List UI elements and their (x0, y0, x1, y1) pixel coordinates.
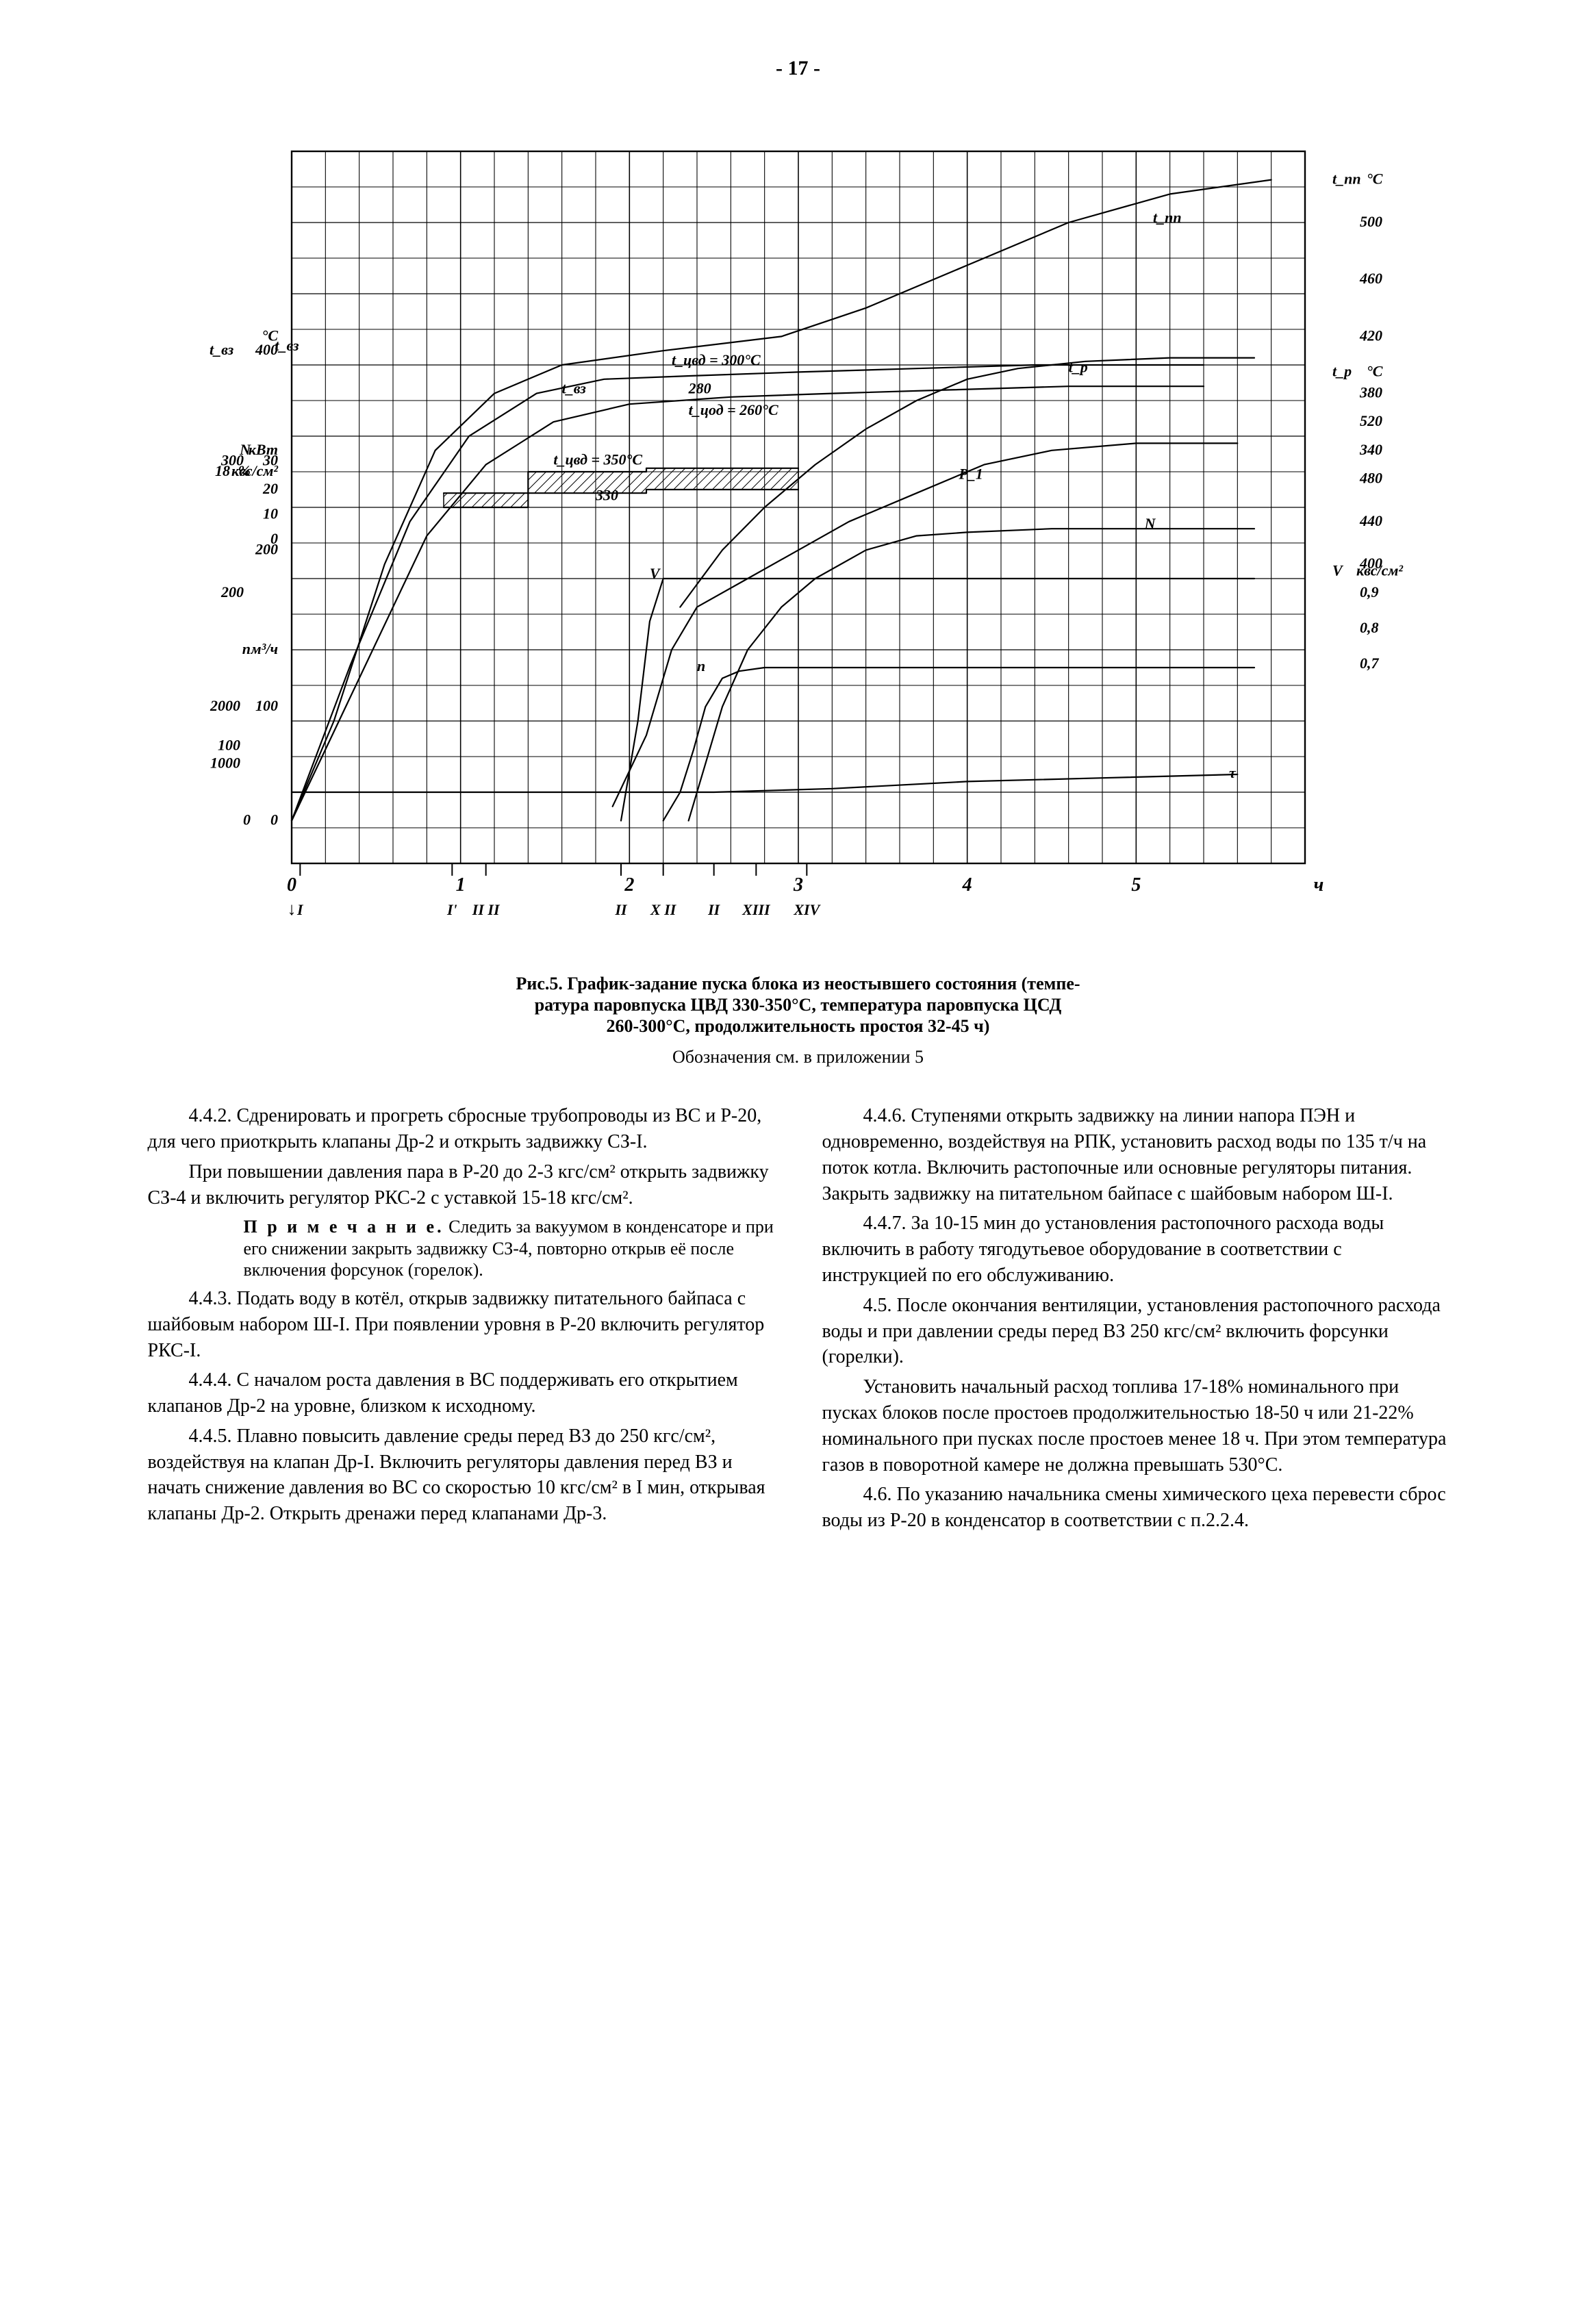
svg-text:30: 30 (262, 451, 278, 468)
svg-text:480: 480 (1359, 469, 1382, 486)
svg-text:I': I' (446, 901, 457, 918)
svg-text:ч: ч (1313, 874, 1323, 896)
svg-text:330: 330 (595, 486, 618, 503)
svg-text:0: 0 (270, 811, 278, 828)
svg-text:↓: ↓ (287, 899, 296, 919)
para-4-4-2a: 4.4.2. Сдренировать и прогреть сбросные … (148, 1103, 774, 1155)
svg-text:20: 20 (262, 480, 278, 497)
svg-text:t_пп: t_пп (1153, 209, 1182, 226)
svg-text:°C: °C (1367, 170, 1383, 187)
svg-text:квс/см²: квс/см² (1356, 561, 1403, 579)
svg-text:n: n (697, 657, 705, 674)
svg-text:t_цвд = 350°C: t_цвд = 350°C (553, 451, 642, 468)
svg-text:0,8: 0,8 (1360, 618, 1379, 635)
svg-text:10: 10 (263, 505, 278, 522)
svg-text:N: N (1143, 515, 1156, 532)
svg-text:1: 1 (455, 874, 465, 896)
svg-text:t_вз: t_вз (561, 379, 586, 396)
svg-text:460: 460 (1359, 270, 1382, 287)
svg-text:5: 5 (1131, 874, 1141, 896)
svg-text:100: 100 (218, 736, 240, 753)
page-number: - 17 - (82, 55, 1514, 83)
caption-line-3: 260-300°С, продолжительность простоя 32-… (607, 1016, 990, 1036)
svg-text:0: 0 (243, 811, 251, 828)
svg-text:P_1: P_1 (958, 465, 983, 482)
svg-text:II II: II II (471, 901, 500, 918)
svg-text:t_р: t_р (1068, 358, 1087, 375)
para-4-6: 4.6. По указанию начальника смены химиче… (822, 1482, 1449, 1534)
svg-text:340: 340 (1359, 440, 1382, 457)
figure-5-chart: 012345чII'II IIIIX IIIIXIIIXIV↓°C400кВтк… (148, 124, 1449, 946)
para-4-5b: Установить начальный расход топлива 17-1… (822, 1374, 1449, 1478)
svg-text:V: V (649, 565, 661, 582)
svg-text:II: II (614, 901, 628, 918)
svg-text:t_цвд = 300°C: t_цвд = 300°C (672, 351, 761, 368)
svg-text:X II: X II (650, 901, 677, 918)
svg-text:4: 4 (961, 874, 972, 896)
svg-text:500: 500 (1360, 213, 1382, 230)
para-4-4-4: 4.4.4. С началом роста давления в ВС под… (148, 1367, 774, 1419)
para-4-5a: 4.5. После окончания вентиляции, установ… (822, 1293, 1449, 1370)
svg-text:200: 200 (220, 583, 244, 600)
para-4-4-2b: При повышении давления пара в Р-20 до 2-… (148, 1159, 774, 1211)
svg-text:3: 3 (793, 874, 803, 896)
figure-caption: Рис.5. График-задание пуска блока из нео… (251, 973, 1346, 1037)
svg-text:2000: 2000 (210, 697, 240, 714)
svg-text:II: II (707, 901, 721, 918)
svg-text:I: I (296, 901, 304, 918)
svg-text:°C: °C (1367, 362, 1383, 379)
svg-text:t_р: t_р (1332, 362, 1352, 379)
svg-text:280: 280 (687, 379, 711, 396)
svg-text:t_вз: t_вз (210, 341, 234, 358)
svg-text:0: 0 (287, 874, 296, 896)
svg-text:420: 420 (1359, 327, 1382, 344)
svg-text:1000: 1000 (210, 754, 240, 771)
note-label: П р и м е ч а н и е. (244, 1217, 444, 1237)
svg-text:м³/ч: м³/ч (250, 640, 277, 657)
svg-text:t_пп: t_пп (1332, 170, 1361, 187)
svg-text:XIV: XIV (793, 901, 821, 918)
svg-text:τ: τ (1229, 764, 1237, 781)
para-4-4-3: 4.4.3. Подать воду в котёл, открыв задви… (148, 1286, 774, 1363)
para-4-4-5: 4.4.5. Плавно повысить давление среды пе… (148, 1423, 774, 1527)
para-4-4-6: 4.4.6. Ступенями открыть задвижку на лин… (822, 1103, 1449, 1206)
svg-text:100: 100 (255, 697, 278, 714)
svg-text:n: n (242, 640, 250, 657)
svg-text:t_цод = 260°C: t_цод = 260°C (688, 401, 778, 418)
svg-text:300: 300 (220, 451, 244, 468)
figure-subcaption: Обозначения см. в приложении 5 (82, 1045, 1514, 1069)
svg-text:440: 440 (1359, 511, 1382, 529)
svg-text:t_вз: t_вз (275, 337, 299, 354)
svg-text:2: 2 (624, 874, 634, 896)
note-block: П р и м е ч а н и е. Следить за вакуумом… (244, 1216, 774, 1280)
svg-text:380: 380 (1359, 383, 1382, 401)
para-4-4-7: 4.4.7. За 10-15 мин до установления раст… (822, 1211, 1449, 1288)
caption-line-2: ратура паровпуска ЦВД 330-350°С, темпера… (535, 995, 1062, 1015)
caption-line-1: Рис.5. График-задание пуска блока из нео… (516, 974, 1080, 993)
svg-text:200: 200 (255, 540, 278, 557)
svg-text:520: 520 (1360, 412, 1382, 429)
svg-text:XIII: XIII (742, 901, 771, 918)
body-columns: 4.4.2. Сдренировать и прогреть сбросные … (148, 1103, 1449, 1534)
svg-text:0,7: 0,7 (1360, 654, 1380, 671)
svg-text:V: V (1332, 561, 1344, 579)
svg-text:0,9: 0,9 (1360, 583, 1379, 600)
